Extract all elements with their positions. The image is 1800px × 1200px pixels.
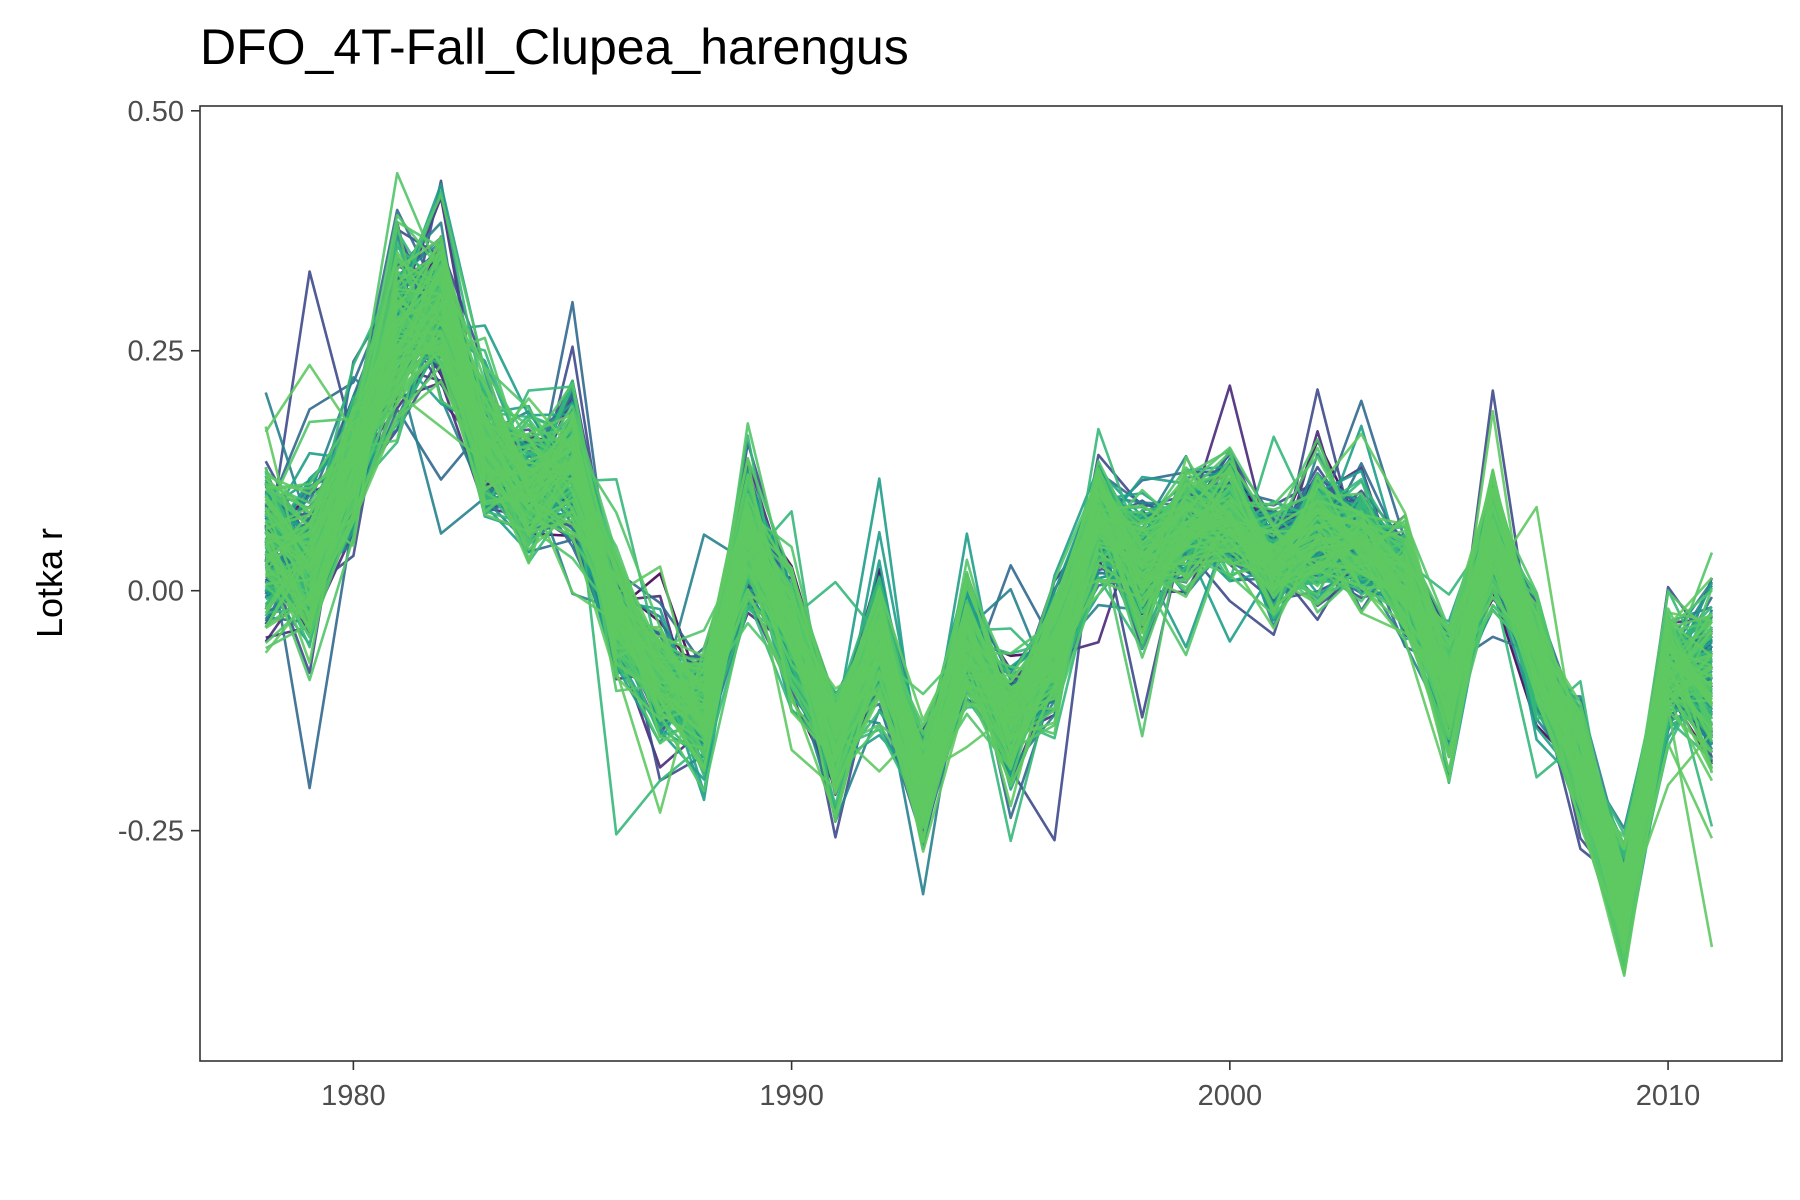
series-line: [264, 332, 1714, 936]
plot-panel-border: [199, 105, 1783, 1062]
series-line: [264, 259, 1713, 929]
y-tick-label: 0.50: [128, 96, 184, 128]
y-axis-title: Lotka r: [29, 528, 70, 638]
y-tick-label: -0.25: [118, 816, 184, 848]
axes: 1980 1990 2000 2010 0.50 0.25 0.00 -0.25: [118, 96, 1700, 1112]
series-line: [265, 304, 1713, 905]
x-tick-label: 2010: [1636, 1080, 1701, 1112]
chart-title: DFO_4T-Fall_Clupea_harengus: [200, 19, 909, 75]
x-tick-label: 2000: [1198, 1080, 1263, 1112]
y-tick-label: 0.00: [128, 576, 184, 608]
series-line: [264, 391, 1713, 954]
x-tick-label: 1980: [321, 1080, 386, 1112]
series-group: [264, 171, 1714, 978]
x-tick-label: 1990: [759, 1080, 824, 1112]
y-tick-label: 0.25: [128, 336, 184, 368]
